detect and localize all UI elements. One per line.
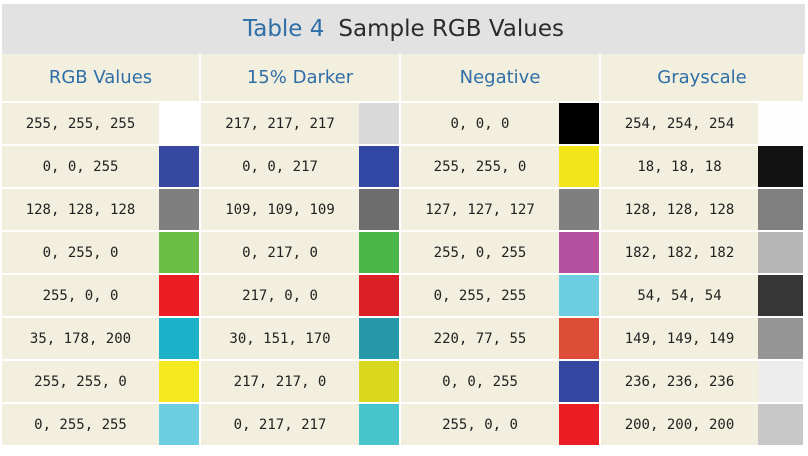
table-title: Table 4 Sample RGB Values: [2, 4, 805, 54]
negative-swatch: [559, 103, 601, 146]
negative-value-cell: 0, 0, 0: [401, 103, 559, 146]
negative-value-cell: 255, 0, 255: [401, 232, 559, 275]
negative-value-cell: 255, 0, 0: [401, 404, 559, 447]
rgb-swatch: [159, 404, 201, 447]
rgb-value-cell: 0, 0, 255: [2, 146, 159, 189]
rgb-value-cell: 128, 128, 128: [2, 189, 159, 232]
rgb-value-cell: 255, 255, 0: [2, 361, 159, 404]
table-number: Table 4: [242, 16, 325, 42]
rgb-value-cell: 0, 255, 255: [2, 404, 159, 447]
negative-value-cell: 255, 255, 0: [401, 146, 559, 189]
grayscale-value-cell: 236, 236, 236: [601, 361, 758, 404]
grayscale-value-cell: 54, 54, 54: [601, 275, 758, 318]
grayscale-value-cell: 18, 18, 18: [601, 146, 758, 189]
negative-value-cell: 0, 255, 255: [401, 275, 559, 318]
rgb-values-table: RGB Values 15% Darker Negative Grayscale…: [2, 54, 805, 447]
rgb-swatch: [159, 318, 201, 361]
grayscale-value-cell: 149, 149, 149: [601, 318, 758, 361]
darker-value-cell: 217, 0, 0: [201, 275, 359, 318]
darker-value-cell: 0, 217, 217: [201, 404, 359, 447]
negative-value-cell: 127, 127, 127: [401, 189, 559, 232]
rgb-swatch: [159, 146, 201, 189]
darker-swatch: [359, 275, 401, 318]
negative-swatch: [559, 361, 601, 404]
darker-swatch: [359, 232, 401, 275]
column-header-grayscale: Grayscale: [601, 54, 803, 103]
grayscale-swatch: [758, 189, 803, 232]
grayscale-swatch: [758, 361, 803, 404]
darker-value-cell: 0, 217, 0: [201, 232, 359, 275]
table-caption: Sample RGB Values: [338, 16, 564, 42]
rgb-swatch: [159, 103, 201, 146]
grayscale-swatch: [758, 146, 803, 189]
rgb-value-cell: 255, 255, 255: [2, 103, 159, 146]
darker-value-cell: 109, 109, 109: [201, 189, 359, 232]
grayscale-swatch: [758, 275, 803, 318]
darker-swatch: [359, 361, 401, 404]
grayscale-swatch: [758, 103, 803, 146]
grayscale-value-cell: 128, 128, 128: [601, 189, 758, 232]
darker-swatch: [359, 404, 401, 447]
darker-value-cell: 217, 217, 0: [201, 361, 359, 404]
negative-value-cell: 220, 77, 55: [401, 318, 559, 361]
negative-swatch: [559, 232, 601, 275]
rgb-swatch: [159, 275, 201, 318]
negative-value-cell: 0, 0, 255: [401, 361, 559, 404]
grayscale-swatch: [758, 232, 803, 275]
darker-value-cell: 217, 217, 217: [201, 103, 359, 146]
negative-swatch: [559, 146, 601, 189]
rgb-swatch: [159, 189, 201, 232]
column-header-rgb-values: RGB Values: [2, 54, 201, 103]
grayscale-value-cell: 254, 254, 254: [601, 103, 758, 146]
darker-swatch: [359, 103, 401, 146]
column-header-15-darker: 15% Darker: [201, 54, 401, 103]
rgb-swatch: [159, 361, 201, 404]
darker-swatch: [359, 189, 401, 232]
column-header-negative: Negative: [401, 54, 601, 103]
negative-swatch: [559, 275, 601, 318]
rgb-swatch: [159, 232, 201, 275]
grayscale-value-cell: 200, 200, 200: [601, 404, 758, 447]
darker-swatch: [359, 146, 401, 189]
darker-value-cell: 0, 0, 217: [201, 146, 359, 189]
grayscale-swatch: [758, 318, 803, 361]
rgb-value-cell: 0, 255, 0: [2, 232, 159, 275]
darker-value-cell: 30, 151, 170: [201, 318, 359, 361]
negative-swatch: [559, 189, 601, 232]
rgb-value-cell: 35, 178, 200: [2, 318, 159, 361]
darker-swatch: [359, 318, 401, 361]
negative-swatch: [559, 318, 601, 361]
negative-swatch: [559, 404, 601, 447]
grayscale-swatch: [758, 404, 803, 447]
rgb-value-cell: 255, 0, 0: [2, 275, 159, 318]
grayscale-value-cell: 182, 182, 182: [601, 232, 758, 275]
